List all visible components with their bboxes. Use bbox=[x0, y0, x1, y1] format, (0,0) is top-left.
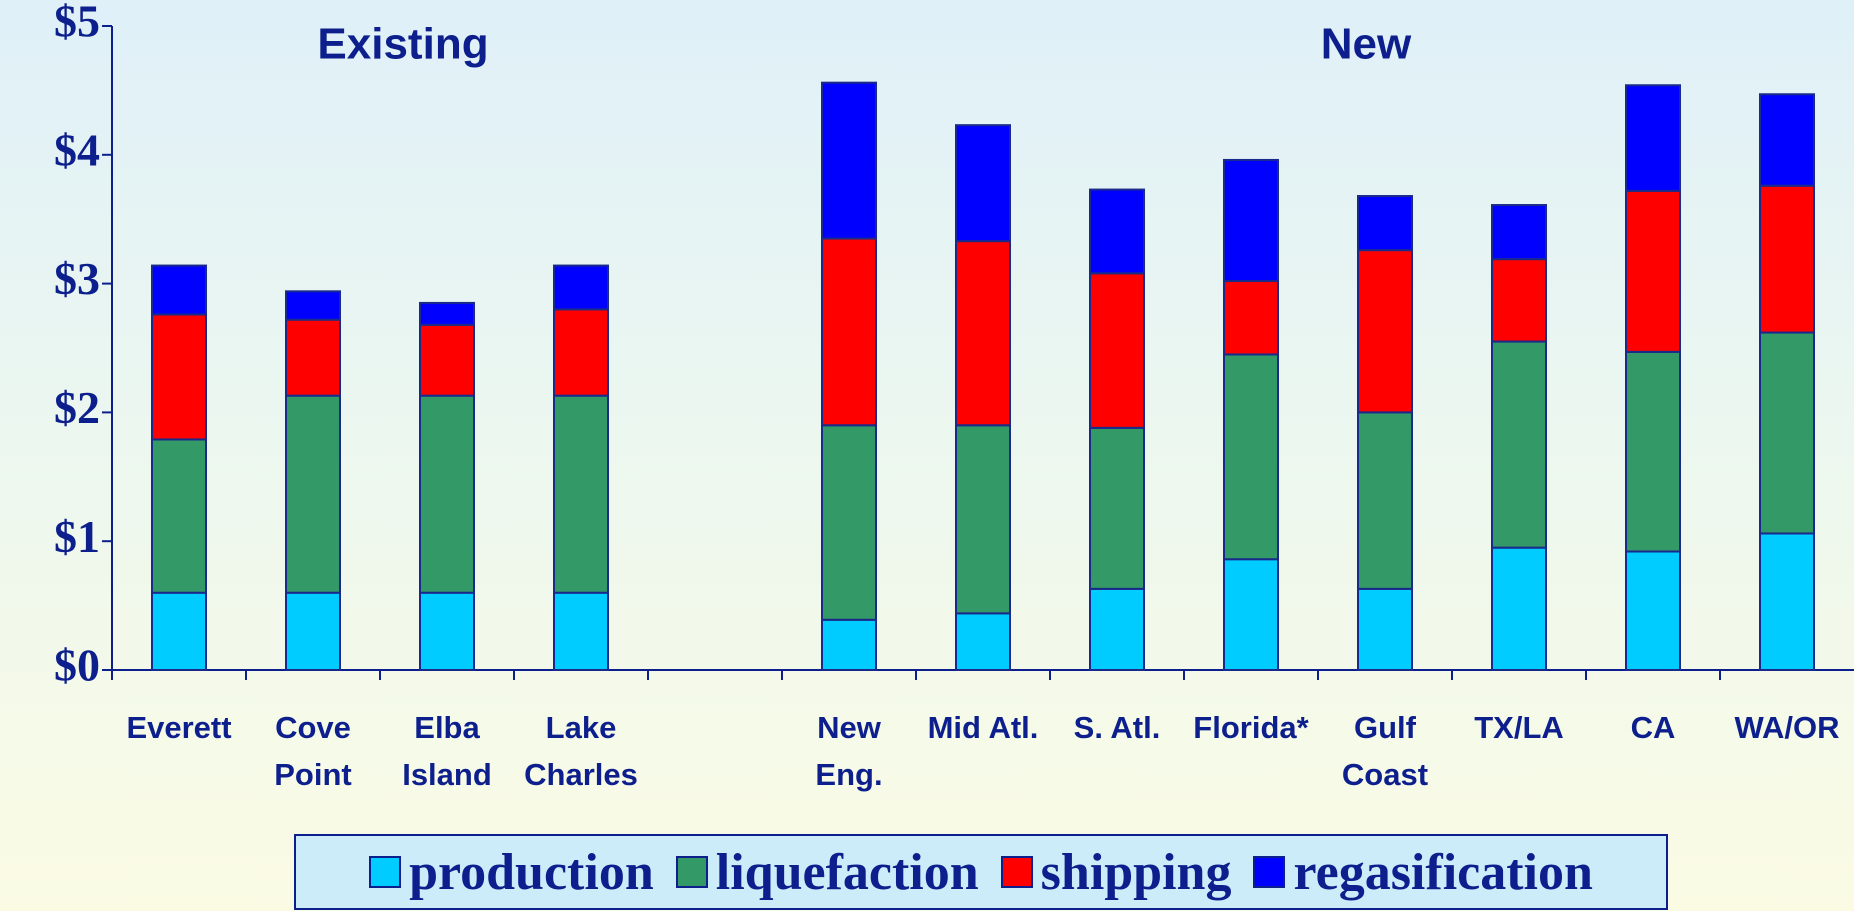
bar-segment bbox=[285, 591, 341, 671]
bar-segment bbox=[1759, 331, 1815, 535]
x-tick-label: Elba Island bbox=[402, 710, 492, 792]
y-tick-label: $0 bbox=[54, 640, 100, 691]
bar-segment bbox=[1625, 350, 1681, 553]
x-tick-label: Gulf Coast bbox=[1341, 710, 1429, 792]
legend-swatch bbox=[369, 856, 402, 888]
bar-segment bbox=[821, 81, 877, 240]
bar-segment bbox=[1223, 280, 1279, 356]
bar-segment bbox=[151, 264, 207, 316]
legend-label: shipping bbox=[1040, 843, 1232, 901]
x-tick-label: Everett bbox=[126, 710, 232, 745]
bar-segment bbox=[1491, 546, 1547, 672]
bar-segment bbox=[1089, 188, 1145, 275]
annotation: Existing bbox=[317, 20, 488, 69]
bar-segment bbox=[1491, 258, 1547, 343]
y-tick-label: $2 bbox=[54, 382, 100, 433]
bar-segment bbox=[821, 618, 877, 672]
legend-label: production bbox=[409, 843, 654, 901]
bar-segment bbox=[1089, 426, 1145, 590]
bar-segment bbox=[1357, 249, 1413, 414]
bar-segment bbox=[1759, 93, 1815, 187]
legend-swatch bbox=[675, 856, 708, 888]
legend-item: liquefaction bbox=[675, 843, 979, 902]
bar-segment bbox=[1357, 587, 1413, 672]
annotation: New bbox=[1321, 20, 1412, 69]
legend-item: shipping bbox=[1000, 843, 1232, 902]
bar-segment bbox=[285, 318, 341, 397]
bar-segment bbox=[419, 394, 475, 594]
legend-item: production bbox=[369, 843, 654, 902]
x-tick-label: CA bbox=[1630, 710, 1676, 745]
legend-item: regasification bbox=[1253, 843, 1593, 902]
bar-segment bbox=[955, 612, 1011, 672]
bar-segment bbox=[955, 124, 1011, 243]
x-tick-label: WA/OR bbox=[1734, 710, 1840, 745]
bar-segment bbox=[553, 308, 609, 397]
bar-segment bbox=[1357, 195, 1413, 252]
bar-segment bbox=[1625, 84, 1681, 192]
bar-segment bbox=[285, 290, 341, 321]
y-tick-label: $4 bbox=[54, 124, 100, 175]
bar-segment bbox=[419, 591, 475, 671]
bar-segment bbox=[553, 591, 609, 671]
bar-segment bbox=[553, 264, 609, 311]
bar-segment bbox=[955, 240, 1011, 427]
legend-swatch bbox=[1000, 856, 1033, 888]
bar-segment bbox=[553, 394, 609, 594]
bar-segment bbox=[1625, 189, 1681, 353]
bar-segment bbox=[1223, 158, 1279, 283]
legend-label: liquefaction bbox=[715, 843, 979, 901]
x-tick-label: Cove Point bbox=[274, 710, 352, 792]
bar-segment bbox=[151, 313, 207, 441]
bar-segment bbox=[1759, 532, 1815, 671]
y-tick-label: $3 bbox=[54, 253, 100, 304]
bar-segment bbox=[151, 591, 207, 671]
bar-segment bbox=[151, 438, 207, 594]
x-tick-label: Florida* bbox=[1193, 710, 1309, 745]
bar-segment bbox=[1357, 411, 1413, 590]
bar-segment bbox=[1759, 184, 1815, 334]
bar-segment bbox=[419, 301, 475, 326]
x-tick-label: New Eng. bbox=[815, 710, 883, 792]
bar-segment bbox=[1625, 550, 1681, 672]
legend-label: regasification bbox=[1293, 843, 1593, 901]
bar-segment bbox=[285, 394, 341, 594]
bar-segment bbox=[821, 237, 877, 427]
legend: production liquefaction shipping regasifica… bbox=[294, 834, 1668, 910]
x-tick-label: S. Atl. bbox=[1073, 710, 1161, 745]
bar-segment bbox=[1089, 272, 1145, 429]
bar-segment bbox=[955, 424, 1011, 615]
x-tick-label: Lake Charles bbox=[524, 710, 638, 792]
bar-segment bbox=[821, 424, 877, 621]
bar-segment bbox=[1491, 204, 1547, 261]
bar-segment bbox=[1223, 558, 1279, 671]
legend-swatch bbox=[1253, 856, 1286, 888]
x-tick-label: Mid Atl. bbox=[927, 710, 1039, 745]
bar-segment bbox=[419, 323, 475, 397]
bar-segment bbox=[1491, 340, 1547, 549]
y-tick-label: $1 bbox=[54, 511, 100, 562]
bar-segment bbox=[1223, 353, 1279, 561]
bar-segment bbox=[1089, 587, 1145, 672]
x-tick-label: TX/LA bbox=[1474, 710, 1564, 745]
y-tick-label: $5 bbox=[54, 0, 100, 47]
